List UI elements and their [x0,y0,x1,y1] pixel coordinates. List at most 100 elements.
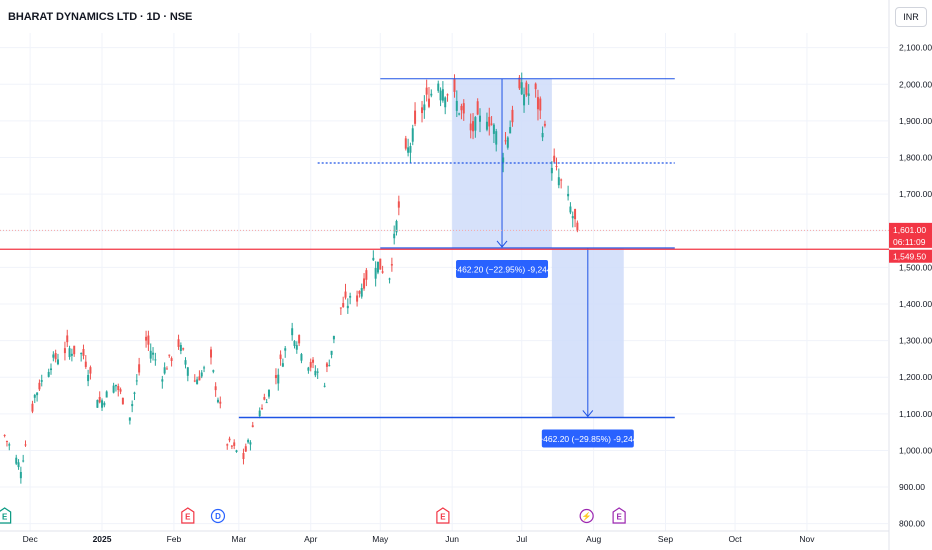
candle [56,353,59,366]
candle [242,448,245,465]
candle [101,398,104,411]
candle [105,390,108,398]
candle [38,379,41,391]
candle [119,387,122,395]
currency-button[interactable]: INR [895,7,927,27]
candle [325,361,328,373]
candle [80,352,83,362]
x-tick-label: Aug [586,534,601,544]
candle [365,268,368,287]
x-tick-label: Sep [658,534,673,544]
event-marker-icon[interactable]: E [181,507,195,524]
candle [196,376,199,385]
candle [567,185,570,201]
candle [177,334,180,350]
svg-text:E: E [440,513,446,522]
y-tick-label: 1,100.00 [899,409,932,419]
candle [574,208,577,228]
candle [342,296,345,308]
y-tick-label: 1,400.00 [899,299,932,309]
candle [265,398,268,404]
candle [52,351,55,362]
candle [8,442,11,451]
candle [15,454,18,466]
candle [203,365,206,373]
candle [210,346,213,365]
candle [576,220,579,233]
candle [279,350,282,366]
event-marker-icon[interactable]: E [0,507,12,524]
countdown-badge: 06:11:09 [889,234,932,248]
candle [138,357,141,376]
candle [112,382,115,394]
event-marker-icon[interactable]: D [210,508,226,524]
measure-label: −462.20 (−22.95%) -9,244 [452,259,552,278]
candle [523,87,526,113]
candle [490,116,493,126]
candle [295,341,298,354]
candle [103,401,106,408]
candle [476,98,479,116]
candle [31,400,34,414]
candle [560,178,563,189]
candle [425,79,428,102]
candle [147,330,150,352]
candle [539,96,542,120]
candle [284,345,287,358]
svg-text:1,549.50: 1,549.50 [893,252,926,262]
candle [87,369,90,387]
candle [22,454,25,463]
candle [291,322,294,341]
candle [376,261,379,275]
measure-label: −462.20 (−29.85%) -9,244 [538,429,638,448]
last-price-badge: 1,601.00 [889,222,932,236]
candle [446,93,449,102]
candle [555,157,558,171]
candle [19,466,22,484]
candle [40,374,43,387]
candle [149,343,152,363]
y-tick-label: 800.00 [899,519,925,529]
candle [214,382,217,397]
candle [492,123,495,143]
candle [165,366,168,370]
candle [293,340,296,349]
candle [478,108,481,133]
candle [154,352,157,366]
candle [339,307,342,315]
candle [407,138,410,157]
measure-arrowhead [582,410,594,418]
candle [536,89,539,121]
svg-text:E: E [616,513,622,522]
candle [281,358,284,368]
time-axis[interactable]: Dec 2025 Feb Mar Apr May Jun Jul Aug Sep Oct Nov [23,534,816,544]
candle [388,277,391,284]
candle [193,374,196,383]
candle [82,344,85,360]
y-tick-label: 1,000.00 [899,445,932,455]
candle [179,342,182,355]
candle [356,290,359,307]
candle [550,161,553,181]
measure-box[interactable] [551,247,624,418]
candle [332,335,335,344]
candle [216,397,219,404]
price-axis[interactable]: 800.00 900.00 1,000.00 1,100.00 1,200.00 1,30… [899,43,932,529]
y-tick-label: 1,800.00 [899,153,932,163]
event-marker-icon[interactable]: ⚡ [579,508,594,524]
candle [184,357,187,369]
candle [358,290,361,298]
event-marker-icon[interactable]: E [436,507,450,524]
candle [518,75,521,91]
candle [17,459,20,470]
candle [235,449,238,453]
x-tick-label: Jun [445,534,459,544]
candle [397,195,400,216]
candle [89,365,92,380]
candle [244,443,247,453]
event-marker-icon[interactable]: E [612,507,626,524]
candle [363,273,366,291]
candle [114,384,117,392]
svg-text:06:11:09: 06:11:09 [893,237,926,247]
